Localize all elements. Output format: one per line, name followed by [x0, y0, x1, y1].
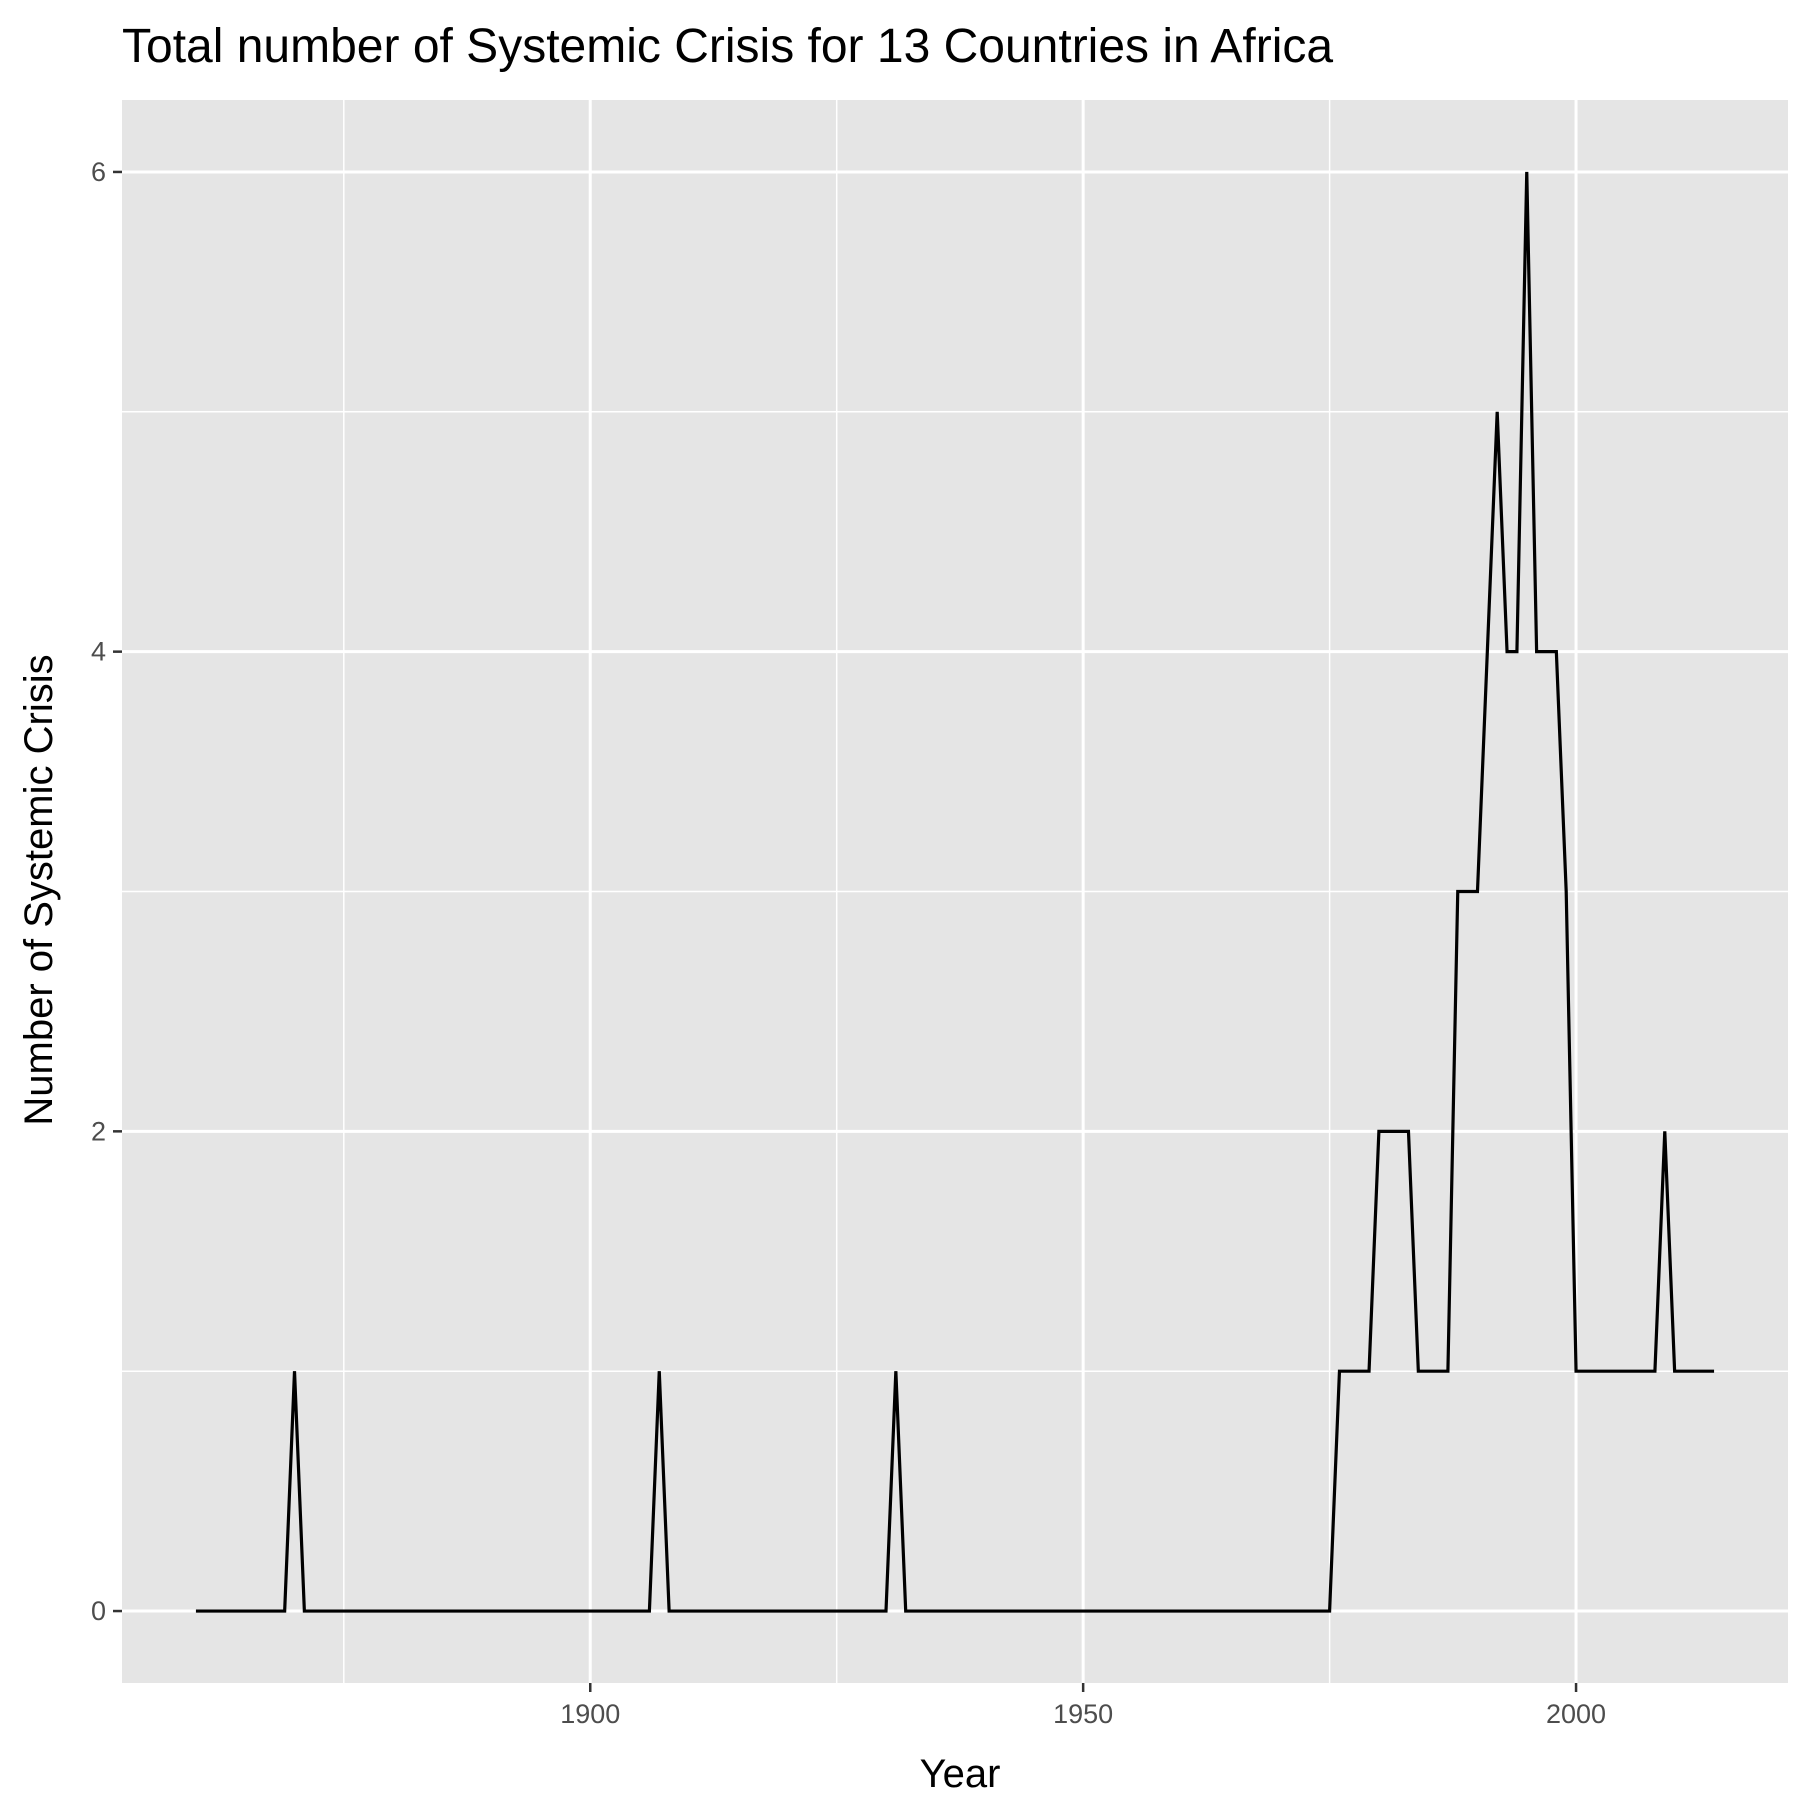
- x-tick-label: 1950: [1053, 1699, 1113, 1729]
- y-tick-label: 4: [91, 637, 106, 667]
- y-axis-title: Number of Systemic Crisis: [17, 654, 61, 1125]
- y-axis: 0 2 4 6: [91, 157, 122, 1626]
- y-tick-label: 2: [91, 1116, 106, 1146]
- chart-title: Total number of Systemic Crisis for 13 C…: [122, 20, 1333, 73]
- y-tick-label: 6: [91, 157, 106, 187]
- x-axis-title: Year: [920, 1752, 1001, 1796]
- minor-gridlines: [122, 100, 1788, 1683]
- series-layer: [195, 171, 1715, 1613]
- y-tick-label: 0: [91, 1596, 106, 1626]
- x-tick-label: 1900: [560, 1699, 620, 1729]
- x-tick-label: 2000: [1546, 1699, 1606, 1729]
- series-line-0: [195, 171, 1715, 1613]
- x-axis: 1900 1950 2000: [560, 1683, 1606, 1729]
